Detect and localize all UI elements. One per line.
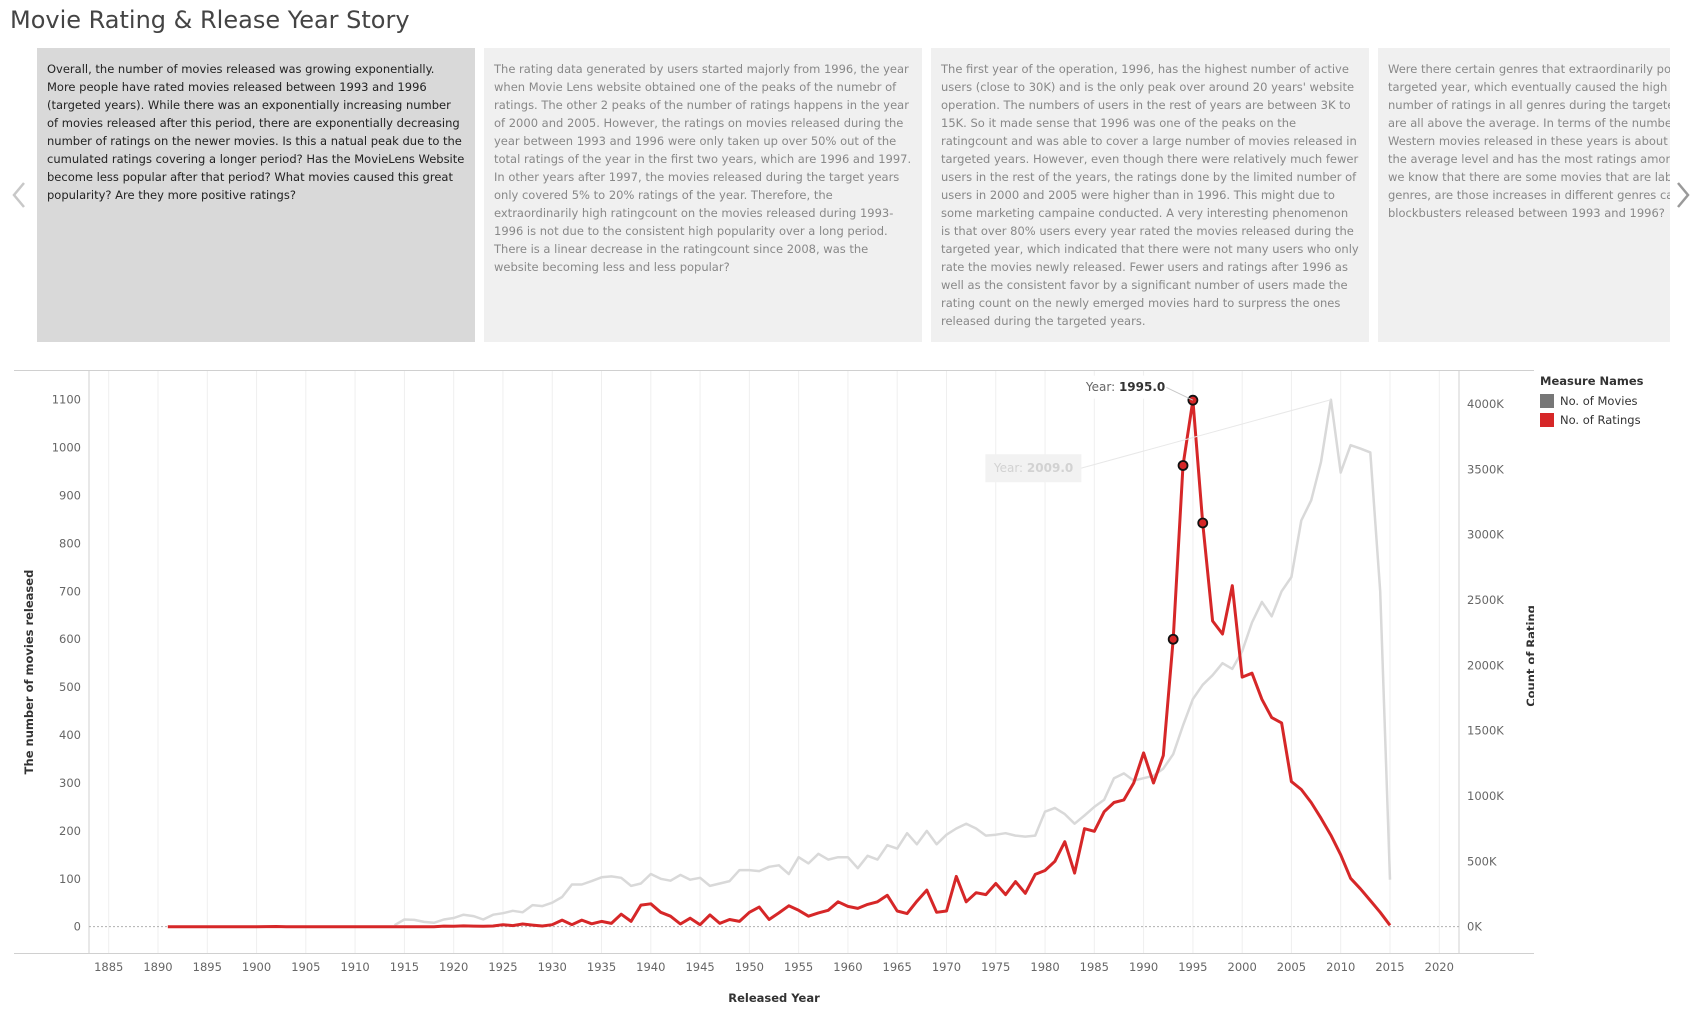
x-tick-label: 1920 (439, 960, 468, 974)
y-left-tick-label: 100 (59, 872, 81, 886)
y-right-tick-label: 1500K (1467, 724, 1504, 738)
x-tick-label: 1925 (488, 960, 517, 974)
highlighted-rating-point (1197, 517, 1209, 529)
story-point-text: The first year of the operation, 1996, h… (941, 62, 1359, 328)
page-title: Movie Rating & Rlease Year Story (10, 6, 410, 34)
x-tick-label: 1945 (685, 960, 714, 974)
legend-item-ratings[interactable]: No. of Ratings (1540, 413, 1690, 427)
legend-swatch-movies (1540, 394, 1554, 408)
legend-label: No. of Ratings (1560, 413, 1641, 427)
x-tick-label: 1910 (340, 960, 369, 974)
legend-label: No. of Movies (1560, 394, 1638, 408)
story-navigator: Overall, the number of movies released w… (37, 48, 1670, 342)
tooltip-box (985, 454, 1082, 483)
legend-title: Measure Names (1540, 374, 1644, 388)
y-left-tick-label: 1000 (52, 441, 81, 455)
x-tick-label: 1900 (242, 960, 271, 974)
next-story-point-button[interactable] (1668, 170, 1698, 220)
story-point-text: The rating data generated by users start… (494, 62, 912, 274)
x-tick-label: 1975 (981, 960, 1010, 974)
y-right-tick-label: 500K (1467, 854, 1497, 868)
x-tick-label: 1990 (1129, 960, 1158, 974)
x-tick-label: 1980 (1030, 960, 1059, 974)
legend-item-movies[interactable]: No. of Movies (1540, 394, 1690, 408)
y-right-tick-label: 3000K (1467, 528, 1504, 542)
y-left-tick-label: 900 (59, 489, 81, 503)
y-left-tick-label: 0 (74, 920, 81, 934)
x-tick-label: 2015 (1375, 960, 1404, 974)
y-left-tick-label: 800 (59, 536, 81, 550)
y-right-tick-label: 4000K (1467, 397, 1504, 411)
x-tick-label: 1905 (291, 960, 320, 974)
x-tick-label: 1970 (932, 960, 961, 974)
x-tick-label: 1885 (94, 960, 123, 974)
legend: Measure Names No. of Movies No. of Ratin… (1540, 374, 1690, 432)
tooltip-leader-line (1080, 399, 1332, 469)
tooltip-value: 2009.0 (1027, 461, 1073, 475)
ratings-line (167, 398, 1392, 929)
x-tick-label: 1995 (1178, 960, 1207, 974)
y-right-tick-label: 1000K (1467, 789, 1504, 803)
chevron-right-icon (1675, 180, 1691, 210)
y-left-tick-label: 200 (59, 824, 81, 838)
dual-axis-line-chart: 0 100 200 300 400 500 600 700 800 900 1000 1100 0K 50… (22, 371, 1534, 1005)
x-tick-label: 2010 (1326, 960, 1355, 974)
x-tick-label: 1940 (636, 960, 665, 974)
chevron-left-icon (11, 180, 27, 210)
story-point-3[interactable]: The first year of the operation, 1996, h… (931, 48, 1369, 342)
y-left-tick-label: 700 (59, 584, 81, 598)
x-tick-label: 1960 (833, 960, 862, 974)
y-right-tick-label: 2500K (1467, 593, 1504, 607)
story-point-text: Overall, the number of movies released w… (47, 62, 465, 202)
highlighted-rating-point (1167, 633, 1179, 645)
y-left-tick-label: 300 (59, 776, 81, 790)
highlighted-rating-point (1177, 460, 1189, 471)
x-tick-label: 1890 (143, 960, 172, 974)
tooltip-label: Year: 2009.0 (993, 461, 1073, 475)
y-left-tick-label: 1100 (52, 393, 81, 407)
y-right-tick-label: 3500K (1467, 462, 1504, 476)
x-tick-label: 1950 (735, 960, 764, 974)
tooltip-leader-line (1165, 386, 1194, 401)
story-point-2[interactable]: The rating data generated by users start… (484, 48, 922, 342)
legend-swatch-ratings (1540, 413, 1554, 427)
y-right-tick-label: 2000K (1467, 658, 1504, 672)
previous-story-point-button[interactable] (4, 170, 34, 220)
x-axis-title: Released Year (728, 991, 820, 1005)
x-tick-label: 1985 (1080, 960, 1109, 974)
y-left-axis-title: The number of movies released (22, 570, 36, 775)
story-point-text: Were there certain genres that extraordi… (1388, 62, 1670, 220)
tooltip-box (1077, 375, 1167, 399)
story-point-4[interactable]: Were there certain genres that extraordi… (1378, 48, 1670, 342)
x-tick-label: 2000 (1228, 960, 1257, 974)
y-right-axis-title: Count of Rating (1524, 605, 1534, 707)
x-tick-label: 2020 (1425, 960, 1454, 974)
x-tick-label: 2005 (1277, 960, 1306, 974)
x-tick-label: 1965 (883, 960, 912, 974)
movies-line (393, 398, 1392, 927)
tooltip-label: Year: 1995.0 (1085, 380, 1165, 394)
x-tick-label: 1955 (784, 960, 813, 974)
y-right-tick-label: 0K (1467, 920, 1482, 934)
story-point-1[interactable]: Overall, the number of movies released w… (37, 48, 475, 342)
chart-area: 0 100 200 300 400 500 600 700 800 900 1000 1100 0K 50… (14, 370, 1534, 1005)
x-tick-label: 1895 (193, 960, 222, 974)
x-tick-label: 1930 (538, 960, 567, 974)
x-tick-label: 1915 (390, 960, 419, 974)
y-left-tick-label: 400 (59, 728, 81, 742)
y-left-tick-label: 500 (59, 680, 81, 694)
tooltip-value: 1995.0 (1119, 380, 1165, 394)
x-tick-label: 1935 (587, 960, 616, 974)
y-left-tick-label: 600 (59, 632, 81, 646)
